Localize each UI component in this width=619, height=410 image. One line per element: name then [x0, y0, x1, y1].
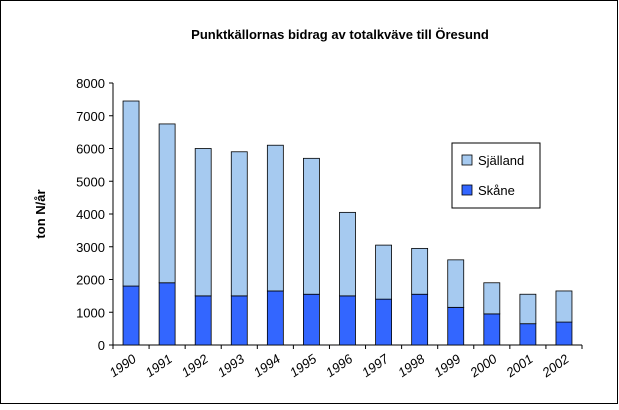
bar-segment — [122, 100, 140, 287]
bar-segment — [483, 313, 501, 346]
y-tick-label: 0 — [98, 338, 105, 353]
bar-segment — [303, 157, 320, 295]
bar-segment — [266, 290, 284, 346]
y-axis-title: ton N/år — [33, 189, 48, 238]
y-tick-label: 8000 — [76, 76, 105, 91]
bar-segment — [519, 293, 537, 325]
y-tick-label: 1000 — [76, 305, 105, 320]
bar-segment — [411, 293, 429, 346]
bar-segment — [483, 282, 501, 315]
bar-segment — [447, 306, 465, 346]
bar-segment — [158, 123, 176, 284]
y-tick-label: 7000 — [76, 109, 105, 124]
bar-segment — [303, 293, 320, 346]
bar-segment — [194, 295, 212, 346]
bar-segment — [266, 144, 284, 292]
y-tick-label: 5000 — [76, 174, 105, 189]
bar-segment — [519, 323, 537, 346]
y-tick-label: 6000 — [76, 142, 105, 157]
y-tick-label: 3000 — [76, 240, 105, 255]
bar-segment — [411, 247, 429, 295]
legend-label: Själland — [478, 153, 524, 168]
bar-segment — [375, 298, 392, 346]
bar-segment — [555, 321, 573, 346]
bar-segment — [122, 285, 140, 346]
bar-segment — [339, 211, 356, 297]
bar-segment — [339, 295, 356, 346]
y-tick-label: 4000 — [76, 207, 105, 222]
bar-segment — [194, 148, 212, 297]
bar-segment — [230, 151, 248, 297]
y-tick-label: 2000 — [76, 273, 105, 288]
legend-swatch — [461, 154, 473, 166]
bar-segment — [447, 259, 465, 308]
chart-title: Punktkällornas bidrag av totalkväve till… — [191, 27, 489, 42]
bar-segment — [158, 282, 176, 346]
legend-swatch — [461, 184, 473, 196]
legend-label: Skåne — [478, 183, 515, 198]
legend-box — [451, 142, 541, 209]
bar-segment — [555, 290, 573, 323]
bar-segment — [230, 295, 248, 346]
bar-segment — [375, 244, 392, 300]
